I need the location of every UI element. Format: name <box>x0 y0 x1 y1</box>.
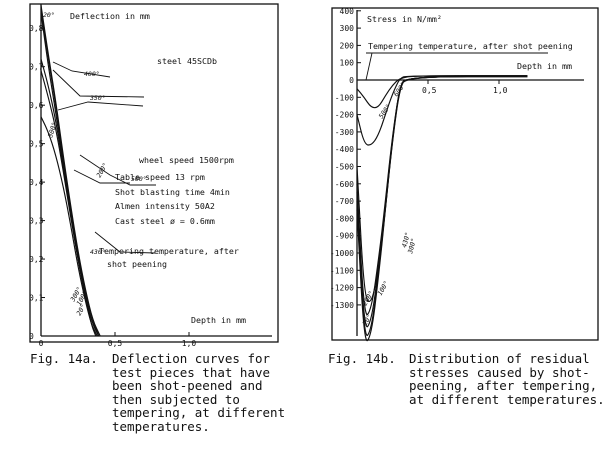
y-tick-label: -1100 <box>330 266 354 275</box>
caption-line: at different temperatures. <box>409 391 605 407</box>
condition-line: wheel speed 1500rpm <box>139 155 234 165</box>
chart-14b-tempering-note: Tempering temperature, after shot peenin… <box>368 41 573 51</box>
leader-line <box>57 101 144 111</box>
y-tick-label: 0,7 <box>29 63 44 72</box>
x-tick-label: 0,5 <box>108 339 123 348</box>
condition-line: Table speed 13 rpm <box>115 172 205 182</box>
condition-line: Cast steel ø = 0.6mm <box>115 216 215 226</box>
caption-line: then subjected to <box>112 391 240 407</box>
caption-line: test pieces that have <box>112 364 271 380</box>
curve-label: 200° <box>95 161 110 179</box>
curve-label: 20° <box>43 11 55 19</box>
y-tick-label: -1200 <box>330 284 354 293</box>
x-tick-label: 0,5 <box>422 86 437 95</box>
chart-14a-y-axis-title: Deflection in mm <box>70 11 150 21</box>
caption-line: Distribution of residual <box>409 351 590 366</box>
chart-14b-x-axis-title: Depth in mm <box>517 61 572 71</box>
x-tick-label: 1,0 <box>493 86 508 95</box>
leader-line <box>365 52 373 81</box>
curve-label: 500° <box>131 175 147 183</box>
curve-label: 400° <box>84 70 100 78</box>
y-tick-label: 0 <box>29 332 34 341</box>
chart-14a-frame <box>29 3 279 343</box>
y-tick-label: -300 <box>335 128 354 137</box>
y-tick-label: 400 <box>340 7 355 16</box>
y-tick-label: -700 <box>335 197 354 206</box>
y-tick-label: 0,5 <box>29 140 44 149</box>
y-tick-label: -600 <box>335 180 354 189</box>
chart-14b-series <box>356 75 528 342</box>
y-tick-label: -800 <box>335 214 354 223</box>
caption-line: peening, after tempering, <box>409 378 598 394</box>
y-tick-label: 200 <box>340 41 355 50</box>
series-line-100deg <box>40 12 97 337</box>
x-tick-label: 1,0 <box>182 339 197 348</box>
caption-line: stresses caused by shot- <box>409 364 590 380</box>
y-tick-label: 0,2 <box>29 255 44 264</box>
y-tick-label: -100 <box>335 93 354 102</box>
leader-line <box>52 69 145 98</box>
tempering-note-line: shot peening <box>107 259 167 269</box>
caption-14a-number: Fig. 14a. <box>30 351 98 366</box>
y-tick-label: 0,3 <box>29 217 44 226</box>
x-tick-label: 0 <box>39 339 44 348</box>
y-tick-label: 0,1 <box>29 294 44 303</box>
caption-14a: Deflection curves for test pieces that h… <box>112 352 285 434</box>
series-line-500deg <box>356 75 528 146</box>
y-tick-label: 100 <box>340 59 355 68</box>
chart-14b-y-axis-title: Stress in N/mm² <box>367 14 442 24</box>
chart-14a-x-axis-title: Depth in mm <box>191 315 246 325</box>
y-tick-label: -1000 <box>330 249 354 258</box>
chart-14b-frame <box>331 7 599 341</box>
leader-line <box>79 154 156 186</box>
chart-14b: 400 300 200 100 0 -100 -200 -300 -400 -500 -600 -70… <box>330 7 599 342</box>
caption-line: Deflection curves for <box>112 351 271 366</box>
chart-14a-series <box>40 5 101 337</box>
y-tick-label: -200 <box>335 111 354 120</box>
curve-label: 350° <box>89 94 106 102</box>
curve-label: 430° <box>400 231 412 248</box>
y-tick-label: 0,4 <box>29 178 44 187</box>
leader-line <box>94 231 156 254</box>
material-label: steel 45SCDb <box>157 56 217 66</box>
y-tick-label: -900 <box>335 232 354 241</box>
caption-14b: Distribution of residual stresses caused… <box>409 352 605 406</box>
series-line-20deg <box>40 5 101 337</box>
y-tick-label: -500 <box>335 163 354 172</box>
caption-14b-number: Fig. 14b. <box>328 351 396 366</box>
caption-line: been shot-peened and <box>112 378 263 394</box>
series-line-600deg <box>356 75 528 109</box>
series-line-200deg <box>40 8 100 337</box>
leader-line <box>52 61 111 78</box>
y-tick-label: 0,6 <box>29 101 44 110</box>
y-tick-label: -400 <box>335 145 354 154</box>
condition-line: Shot blasting time 4min <box>115 187 230 197</box>
caption-line: tempering, at different <box>112 405 286 421</box>
leader-line <box>73 169 130 184</box>
curve-label: 430° <box>90 248 106 256</box>
y-tick-label: -1300 <box>330 301 354 310</box>
series-line-20deg <box>356 75 528 342</box>
y-tick-label: 0,8 <box>29 24 44 33</box>
y-tick-label: 0 <box>349 76 354 85</box>
tempering-note-line: Tempering temperature, after <box>99 246 239 256</box>
caption-line: temperatures. <box>112 418 210 434</box>
chart-14a: 0,8 0,7 0,6 0,5 0,4 0,3 0,2 0,1 0 0 0,5 1,0 Deflec… <box>29 3 279 348</box>
y-tick-label: 300 <box>340 24 355 33</box>
condition-line: Almen intensity 50A2 <box>115 201 215 211</box>
